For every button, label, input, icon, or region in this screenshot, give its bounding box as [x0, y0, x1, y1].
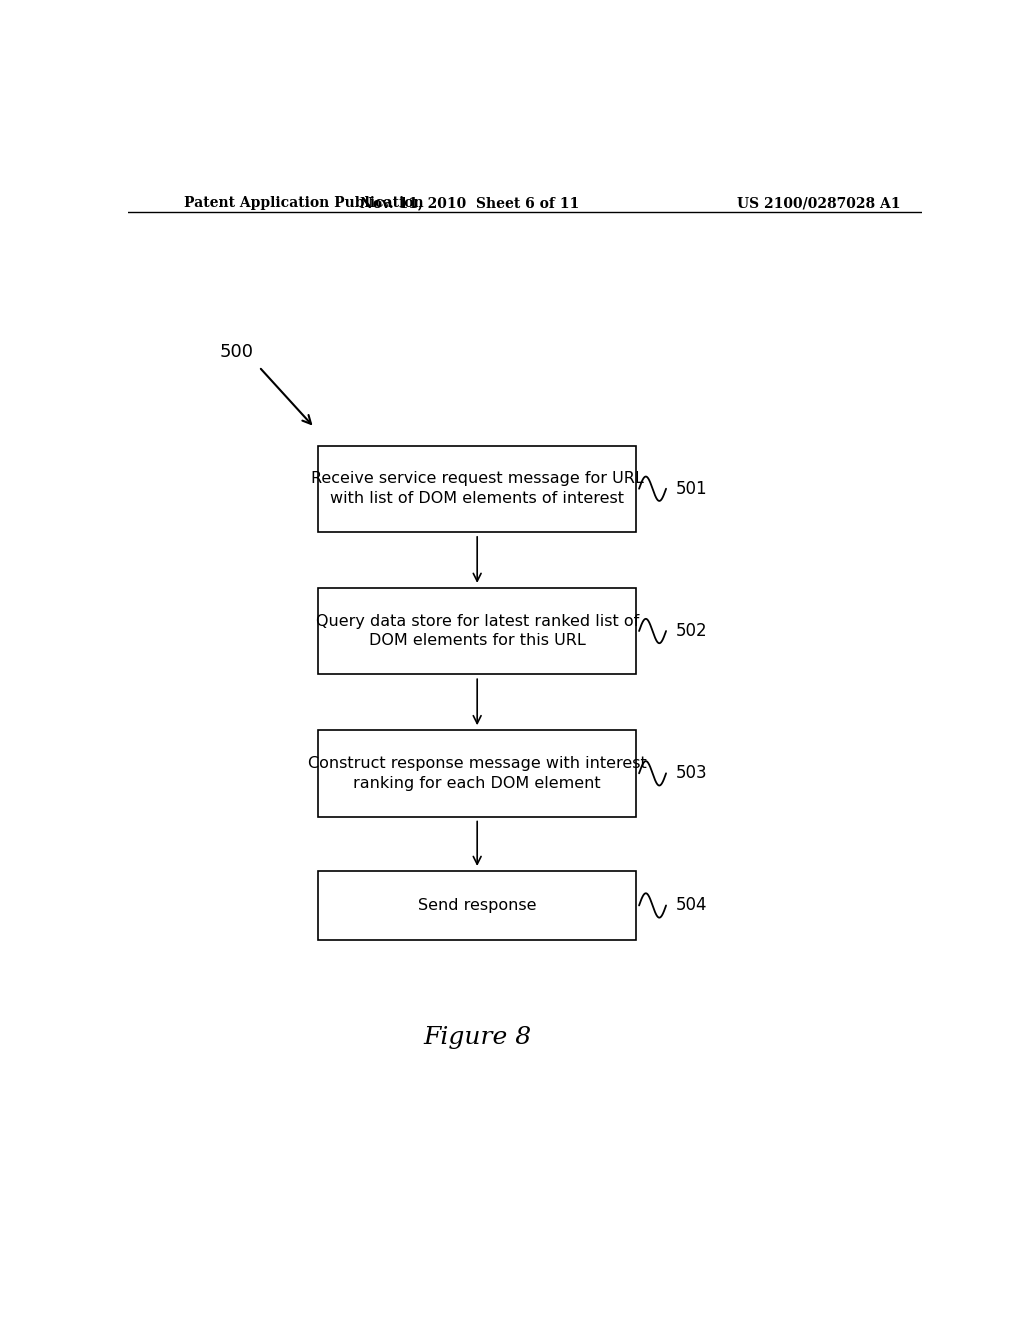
Text: Nov. 11, 2010  Sheet 6 of 11: Nov. 11, 2010 Sheet 6 of 11 — [359, 197, 579, 210]
Text: 503: 503 — [676, 764, 708, 783]
FancyBboxPatch shape — [318, 871, 636, 940]
Text: Query data store for latest ranked list of
DOM elements for this URL: Query data store for latest ranked list … — [315, 614, 639, 648]
Text: Receive service request message for URL
with list of DOM elements of interest: Receive service request message for URL … — [311, 471, 643, 506]
Text: 504: 504 — [676, 896, 708, 915]
Text: Construct response message with interest
ranking for each DOM element: Construct response message with interest… — [308, 756, 646, 791]
Text: 500: 500 — [219, 342, 253, 360]
Text: 502: 502 — [676, 622, 708, 640]
FancyBboxPatch shape — [318, 446, 636, 532]
Text: US 2100/0287028 A1: US 2100/0287028 A1 — [736, 197, 900, 210]
Text: Figure 8: Figure 8 — [423, 1026, 531, 1049]
FancyBboxPatch shape — [318, 730, 636, 817]
Text: 501: 501 — [676, 479, 708, 498]
Text: Send response: Send response — [418, 898, 537, 913]
Text: Patent Application Publication: Patent Application Publication — [183, 197, 423, 210]
FancyBboxPatch shape — [318, 587, 636, 675]
